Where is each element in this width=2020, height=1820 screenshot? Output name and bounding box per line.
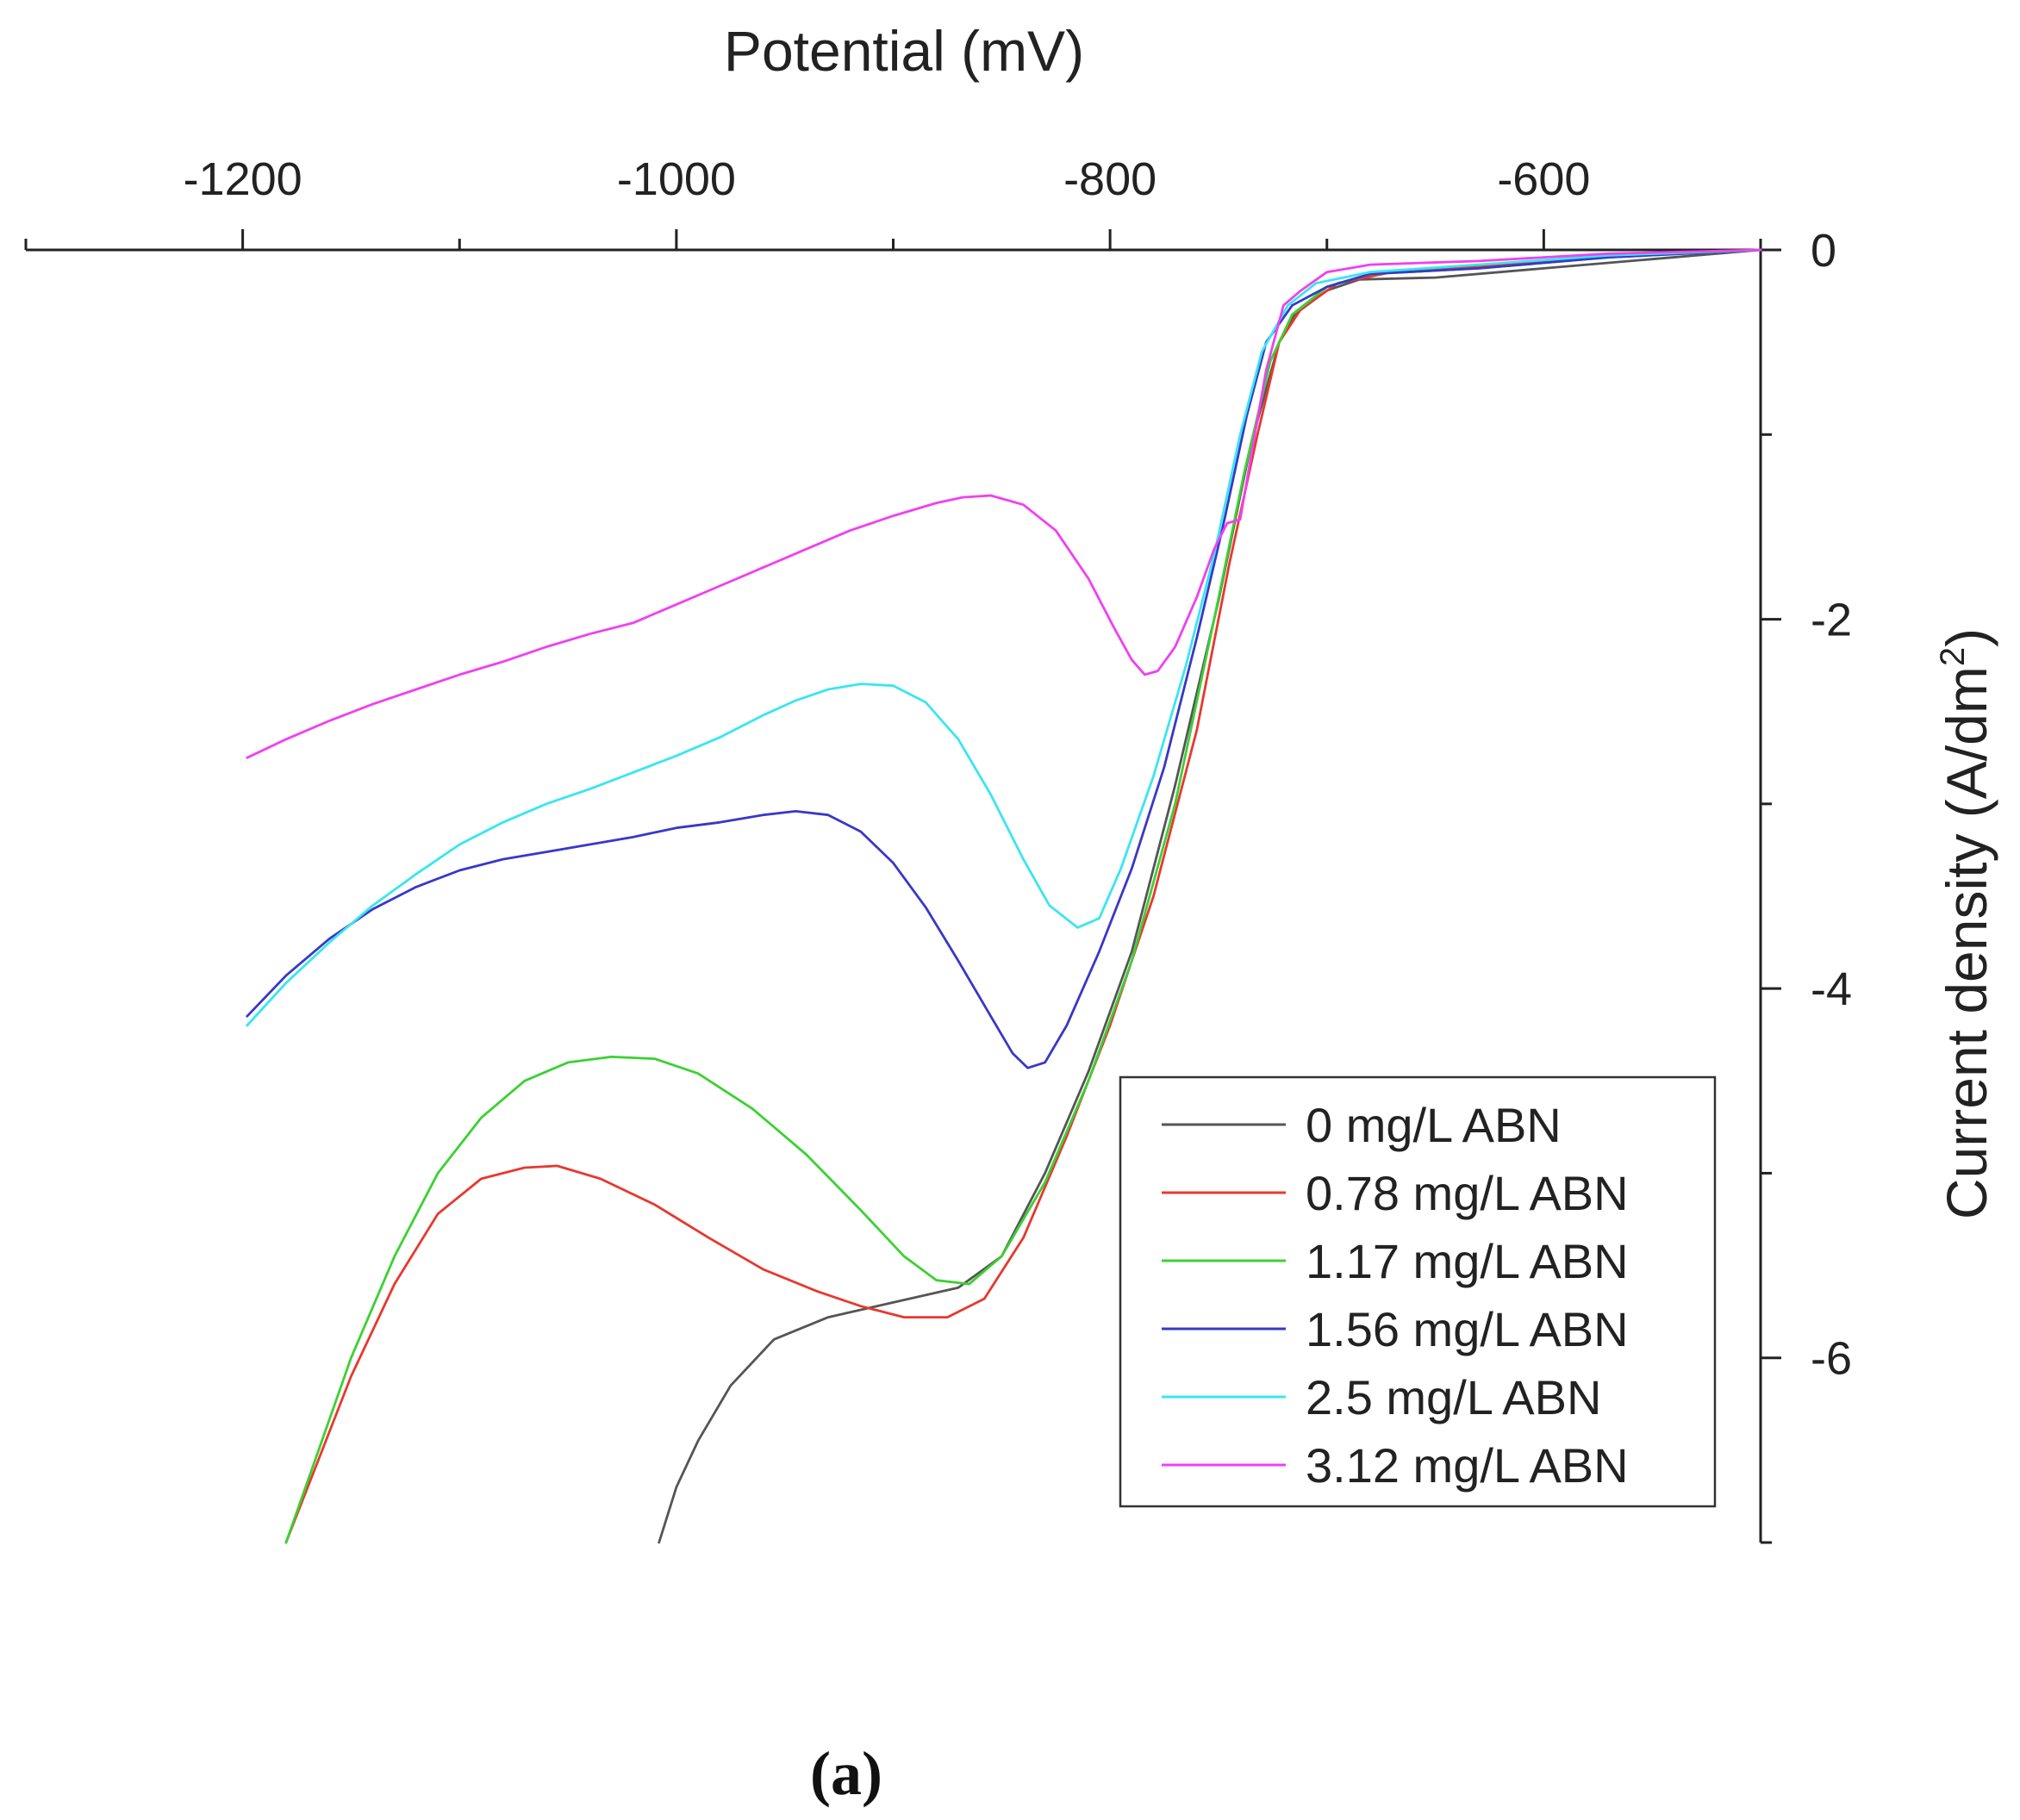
series-line-3 xyxy=(246,248,1762,1069)
series-line-4 xyxy=(246,248,1762,1027)
legend-items: 0 mg/L ABN 0.78 mg/L ABN 1.17 mg/L ABN 1.56… xyxy=(1162,1098,1629,1493)
panel-label: (a) xyxy=(810,1739,882,1808)
x-axis-title: Potential (mV) xyxy=(724,19,1084,83)
y-axis-title-superscript: 2 xyxy=(1934,647,1972,666)
legend-box xyxy=(1119,1075,1717,1508)
y-tick-label: -6 xyxy=(1811,1333,1852,1385)
legend-label-5: 3.12 mg/L ABN xyxy=(1306,1438,1629,1493)
y-tick-label: -4 xyxy=(1811,963,1852,1015)
legend-label-3: 1.56 mg/L ABN xyxy=(1306,1302,1629,1356)
legend-label-0: 0 mg/L ABN xyxy=(1306,1098,1562,1152)
x-tick-label: -1000 xyxy=(617,153,736,205)
series-line-0 xyxy=(658,248,1762,1544)
x-tick-label: -600 xyxy=(1497,153,1590,205)
y-axis-title: Current density (A/dm2) xyxy=(1934,628,1998,1219)
y-axis-title-suffix: ) xyxy=(1935,628,1998,647)
legend: 0 mg/L ABN 0.78 mg/L ABN 1.17 mg/L ABN 1.56… xyxy=(1119,1075,1717,1508)
x-tick-label: -1200 xyxy=(184,153,302,205)
axes-layer: -1200 -1000 -800 -600 0 -2 -4 -6 xyxy=(24,153,1852,1544)
series-line-5 xyxy=(246,248,1762,759)
legend-label-2: 1.17 mg/L ABN xyxy=(1306,1234,1629,1288)
series-line-2 xyxy=(284,248,1762,1544)
legend-label-4: 2.5 mg/L ABN xyxy=(1306,1370,1601,1424)
y-axis-title-main: Current density (A/dm xyxy=(1935,666,1998,1219)
y-tick-label: 0 xyxy=(1811,225,1836,277)
series-layer xyxy=(246,248,1762,1544)
legend-label-1: 0.78 mg/L ABN xyxy=(1306,1166,1629,1220)
x-tick-label: -800 xyxy=(1063,153,1157,205)
y-tick-label: -2 xyxy=(1811,595,1852,646)
